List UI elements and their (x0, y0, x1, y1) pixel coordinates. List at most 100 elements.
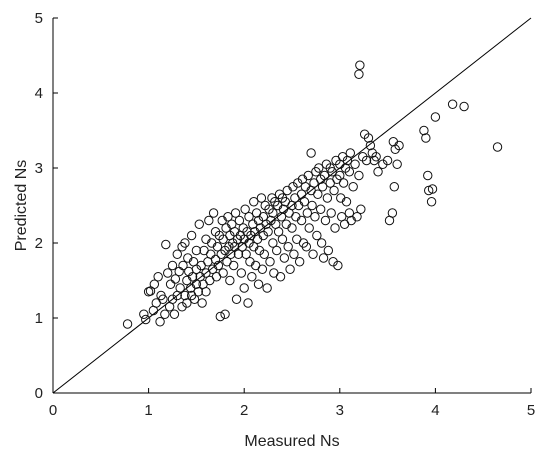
data-point (301, 242, 312, 252)
data-point (382, 155, 393, 166)
y-tick-label: 0 (35, 385, 43, 402)
x-tick-label: 3 (336, 402, 344, 419)
x-axis-label: Measured Ns (244, 433, 339, 450)
y-tick-label: 2 (35, 235, 43, 252)
data-point (365, 140, 376, 151)
data-point (249, 197, 259, 207)
data-point (161, 239, 171, 250)
data-point (389, 182, 399, 192)
data-point (285, 264, 295, 274)
data-point (206, 249, 216, 259)
data-point (317, 182, 328, 192)
data-point (313, 189, 323, 199)
data-point (394, 140, 404, 151)
data-point (256, 193, 267, 203)
data-point (423, 170, 433, 181)
data-point (315, 204, 326, 214)
data-point (149, 279, 160, 289)
data-point (318, 253, 329, 263)
data-point (350, 159, 360, 169)
data-point (361, 155, 372, 166)
data-point (354, 170, 364, 181)
data-point (220, 309, 230, 319)
data-point (322, 193, 333, 203)
data-point (310, 212, 320, 222)
data-point (160, 309, 170, 319)
data-point (169, 309, 180, 319)
data-point (212, 242, 223, 252)
data-point (158, 294, 168, 304)
data-point (213, 260, 224, 271)
data-point (178, 260, 188, 271)
data-point (272, 245, 282, 256)
data-point (230, 208, 241, 218)
data-point (279, 253, 290, 263)
data-point (333, 260, 343, 271)
data-point (355, 60, 365, 70)
data-point (276, 212, 287, 222)
data-point (257, 264, 268, 274)
data-point (421, 133, 431, 143)
data-point (294, 257, 305, 267)
data-point (241, 249, 251, 259)
data-point (243, 298, 253, 308)
data-point (335, 170, 345, 181)
data-point (302, 208, 312, 218)
data-point (345, 148, 356, 158)
data-point (170, 274, 181, 284)
data-point (307, 200, 317, 211)
data-point (163, 268, 173, 278)
data-point (373, 167, 383, 177)
data-point (215, 311, 226, 322)
data-point (308, 249, 318, 259)
data-point (139, 309, 149, 319)
data-point (201, 287, 211, 297)
data-point (236, 268, 247, 278)
data-point (172, 249, 182, 259)
data-point (459, 101, 469, 112)
data-point (240, 204, 250, 214)
data-point (186, 230, 197, 241)
data-point (141, 314, 151, 325)
data-point (387, 208, 398, 218)
data-point (289, 249, 299, 259)
y-tick-label: 1 (35, 310, 43, 327)
y-tick-label: 3 (35, 160, 43, 177)
data-point (182, 298, 192, 308)
data-point (228, 260, 239, 271)
data-point (194, 219, 204, 229)
data-point (210, 254, 221, 265)
data-point (363, 133, 374, 143)
data-point (189, 294, 200, 304)
data-point (306, 148, 316, 158)
data-point (323, 245, 334, 256)
data-point (273, 227, 284, 237)
data-point (299, 197, 310, 207)
data-point (316, 238, 327, 248)
data-point (320, 215, 331, 226)
data-point (263, 227, 273, 237)
data-point (175, 283, 185, 293)
reference-line (52, 17, 532, 394)
x-tick-label: 2 (240, 402, 248, 419)
data-point (392, 159, 402, 169)
data-point (239, 283, 249, 293)
data-point (234, 215, 245, 226)
x-tick-label: 5 (527, 402, 535, 419)
x-tick-label: 1 (144, 402, 152, 419)
data-point (225, 275, 235, 286)
data-point (218, 268, 228, 278)
y-axis-label: Predicted Ns (13, 160, 30, 252)
data-point (277, 234, 288, 244)
data-point (296, 215, 307, 226)
data-point (191, 245, 202, 256)
data-point (304, 223, 314, 233)
data-point (231, 294, 242, 304)
data-point (247, 272, 257, 282)
data-point (314, 163, 324, 173)
data-point (244, 212, 254, 222)
data-point (262, 283, 272, 293)
data-point (447, 99, 458, 109)
data-point (180, 238, 190, 248)
data-point (122, 319, 133, 329)
